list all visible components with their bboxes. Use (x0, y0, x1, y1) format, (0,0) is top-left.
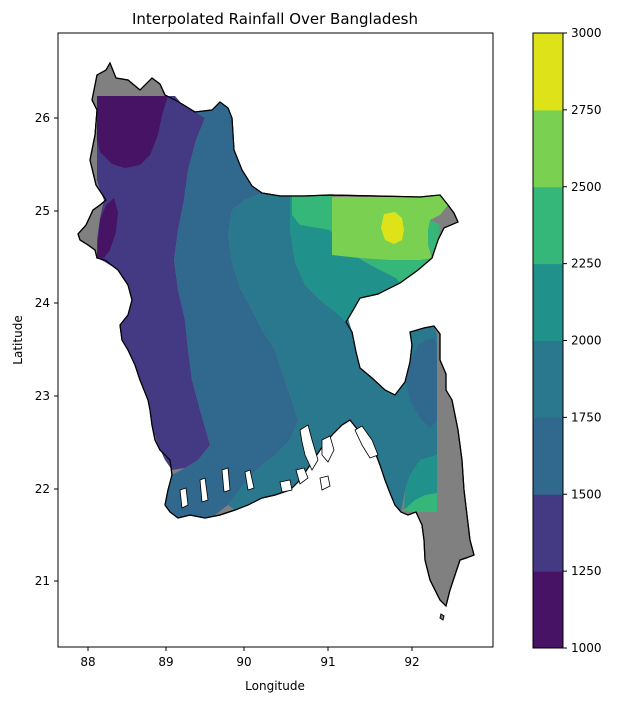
sundarbans-channel-2 (199, 477, 209, 503)
contour-band-1750-2000 (228, 193, 437, 512)
colorbar-tick-label: 1250 (571, 564, 602, 578)
x-tick-label: 90 (236, 655, 251, 669)
colorbar-tick-label: 2250 (571, 257, 602, 271)
contour-band-2250-2500-east-tip (428, 220, 440, 255)
y-tick-label: 26 (35, 111, 50, 125)
colorbar-tick-label: 1000 (571, 641, 602, 655)
contour-band-2750-3000 (381, 212, 404, 244)
y-tick-label: 25 (35, 204, 50, 218)
y-axis-label: Latitude (11, 315, 25, 364)
sundarbans-channel-3 (221, 467, 231, 493)
colorbar: 1000 1250 1500 1750 2000 2250 2500 2750 3000 (532, 26, 602, 655)
sundarbans-channel-1 (179, 487, 189, 509)
y-tick-label: 23 (35, 389, 50, 403)
estuary-island-3 (319, 475, 331, 491)
contour-band-2250-2500-northeast (292, 196, 432, 283)
y-tick-label: 24 (35, 296, 50, 310)
x-tick-label: 88 (80, 655, 95, 669)
map-axes-frame (57, 32, 494, 648)
colorbar-tick-label: 1500 (571, 487, 602, 501)
contour-band-1000-1250-west (97, 198, 118, 258)
contour-band-1500-1750 (165, 100, 298, 518)
colorbar-segment (533, 340, 563, 418)
contour-band-2250-2500-south (404, 493, 437, 512)
contour-band-1250-1500 (97, 96, 210, 470)
colorbar-tick-label: 2500 (571, 180, 602, 194)
y-tick-label: 22 (35, 482, 50, 496)
colorbar-tick-label: 3000 (571, 26, 602, 40)
colorbar-segment (533, 494, 563, 572)
y-tick-label: 21 (35, 574, 50, 588)
colorbar-segment (533, 186, 563, 265)
colorbar-segment (533, 417, 563, 495)
estuary-channel-1 (321, 435, 335, 463)
x-axis-label: Longitude (245, 679, 305, 693)
colorbar-segment (533, 33, 563, 111)
country-border (77, 61, 475, 608)
x-axis: 88 89 90 91 92 Longitude (80, 647, 420, 693)
y-axis: 21 22 23 24 25 26 Latitude (11, 111, 58, 588)
colorbar-tick-label: 2000 (571, 334, 602, 348)
rainfall-contours (97, 96, 448, 518)
x-tick-label: 92 (404, 655, 419, 669)
colorbar-tick-label: 2750 (571, 103, 602, 117)
sundarbans-channel-4 (244, 469, 255, 491)
estuary-island-2 (279, 479, 293, 493)
colorbar-segment (533, 571, 563, 649)
contour-band-1000-1250-northwest (97, 96, 168, 168)
estuary-island-1 (295, 467, 309, 485)
colorbar-tick-label: 1750 (571, 410, 602, 424)
colorbar-segment (533, 109, 563, 188)
estuary-channel-2 (354, 425, 379, 459)
meghna-estuary (299, 424, 319, 471)
chart-title: Interpolated Rainfall Over Bangladesh (132, 10, 418, 28)
x-tick-label: 91 (320, 655, 335, 669)
contour-band-1500-1750-east (406, 338, 437, 428)
x-tick-label: 89 (158, 655, 173, 669)
colorbar-segment (533, 263, 563, 341)
island-southeast (439, 613, 445, 621)
rivers-estuary (179, 424, 379, 509)
